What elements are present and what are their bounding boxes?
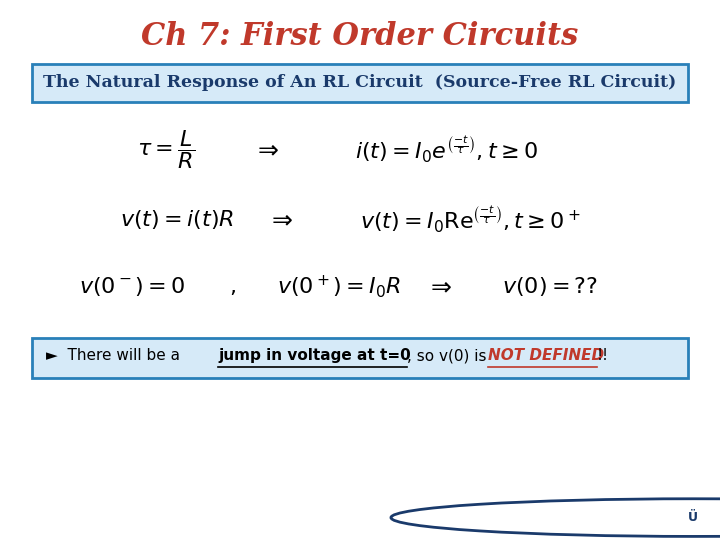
Text: EE201-Circuit Theory I, Assoc. Prof. Dr. Olcay ÜZENGİ AKTÜRK, 2018-2019 Fall: EE201-Circuit Theory I, Assoc. Prof. Dr.… — [22, 513, 512, 527]
Text: jump in voltage at t=0: jump in voltage at t=0 — [218, 348, 411, 363]
Circle shape — [391, 499, 720, 536]
Text: NOT DEFINED: NOT DEFINED — [488, 348, 604, 363]
Text: $v(0) = ??$: $v(0) = ??$ — [502, 275, 598, 298]
FancyBboxPatch shape — [32, 339, 688, 378]
Text: !!: !! — [597, 348, 609, 363]
Text: ►  There will be a: ► There will be a — [45, 348, 184, 363]
Text: $\Rightarrow$: $\Rightarrow$ — [267, 207, 294, 231]
Text: $v(t) = I_0 \mathrm{Re}^{\left(\frac{-t}{\tau}\right)}, t \geq 0^+$: $v(t) = I_0 \mathrm{Re}^{\left(\frac{-t}… — [360, 204, 581, 235]
Text: $i(t) = I_0 e^{\left(\frac{-t}{\tau}\right)}, t \geq 0$: $i(t) = I_0 e^{\left(\frac{-t}{\tau}\rig… — [355, 134, 538, 165]
Text: $v(t) = i(t)R$: $v(t) = i(t)R$ — [120, 208, 233, 231]
Text: $v(0^+) = I_0 R$: $v(0^+) = I_0 R$ — [277, 273, 402, 300]
Text: The Natural Response of An RL Circuit  (Source-Free RL Circuit): The Natural Response of An RL Circuit (S… — [43, 74, 677, 91]
FancyBboxPatch shape — [32, 64, 688, 102]
Text: $,$: $,$ — [229, 276, 235, 296]
Text: $v(0^-) = 0$: $v(0^-) = 0$ — [78, 275, 185, 298]
Text: $\Rightarrow$: $\Rightarrow$ — [426, 274, 453, 299]
Text: $\tau = \dfrac{L}{R}$: $\tau = \dfrac{L}{R}$ — [138, 128, 196, 171]
Text: , so v(0) is: , so v(0) is — [407, 348, 491, 363]
Text: Ü: Ü — [688, 511, 698, 524]
Text: $\Rightarrow$: $\Rightarrow$ — [253, 138, 280, 161]
Text: Ch 7: First Order Circuits: Ch 7: First Order Circuits — [141, 21, 579, 52]
